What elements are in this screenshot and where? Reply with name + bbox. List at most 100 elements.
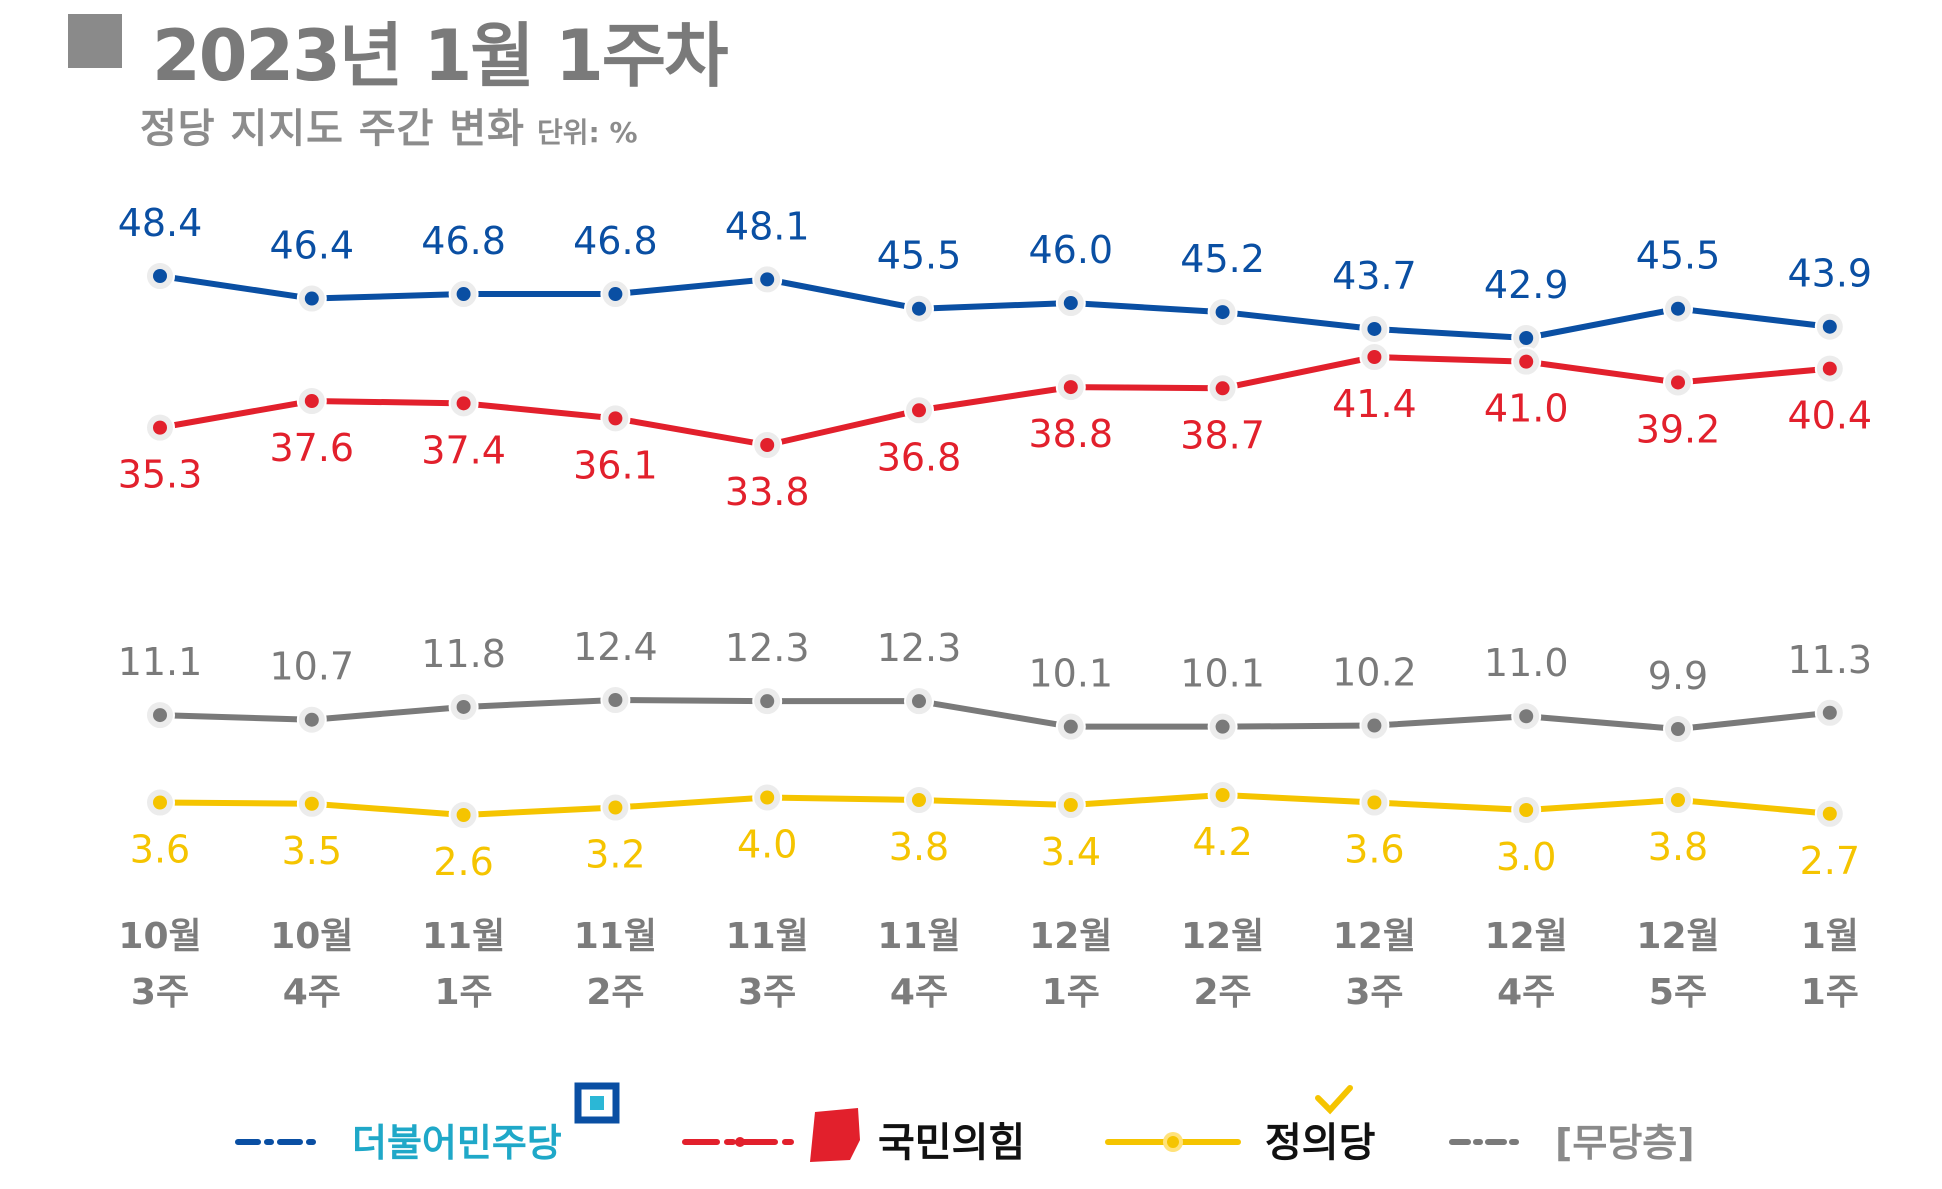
data-point: [1671, 722, 1685, 736]
ppp-logo-icon: [810, 1108, 860, 1162]
data-point: [1367, 795, 1382, 810]
title-bullet: [68, 14, 122, 68]
x-tick-label-week: 4주: [283, 972, 341, 1013]
data-point: [1822, 705, 1837, 720]
justice-check-icon: [1315, 1085, 1353, 1115]
data-label: 3.4: [1041, 830, 1101, 874]
data-label: 46.8: [573, 219, 658, 263]
series-ppp: 35.3 37.6 37.4 36.1 33.8 36.8 38.8 38.7 41.4 41.0…: [118, 342, 1872, 514]
data-point: [608, 287, 623, 302]
data-point: [1063, 798, 1078, 812]
data-point: [1671, 793, 1685, 807]
data-point: [912, 793, 926, 807]
data-label: 3.8: [1648, 825, 1708, 869]
x-tick-label-week: 2주: [586, 972, 644, 1013]
data-label: 46.8: [421, 219, 506, 263]
series-line-ppp: [157, 354, 1833, 448]
x-tick-label-week: 4주: [890, 972, 948, 1013]
data-label: 38.7: [1180, 413, 1265, 457]
x-tick-label-month: 12월: [1636, 916, 1719, 957]
data-label: 3.6: [1344, 828, 1404, 872]
data-label: 11.3: [1787, 638, 1872, 682]
x-tick-label-week: 1주: [1042, 972, 1100, 1013]
data-label: 4.0: [737, 823, 797, 867]
data-point: [608, 800, 623, 815]
data-point: [456, 808, 471, 822]
data-point: [456, 699, 471, 714]
data-label: 11.8: [421, 632, 506, 676]
series-line-justice: [157, 792, 1833, 818]
data-point: [153, 708, 167, 723]
data-point: [1367, 718, 1382, 733]
data-point: [456, 287, 471, 302]
data-point: [1519, 354, 1534, 369]
x-axis-labels: 10월 3주 10월 4주 11월 1주 11월 2주 11월 3주 11월 4주 12월 1주 12월 2주…: [118, 916, 1858, 1013]
x-tick-label-month: 11월: [726, 916, 809, 957]
data-point: [1367, 321, 1382, 336]
data-point: [304, 712, 319, 727]
data-label: 45.5: [877, 234, 962, 278]
data-label: 42.9: [1484, 263, 1569, 307]
democratic-logo-inner: [590, 1096, 604, 1110]
data-label: 33.8: [725, 470, 810, 514]
data-label: 10.2: [1332, 651, 1417, 695]
x-tick-label-week: 3주: [1345, 972, 1403, 1013]
x-tick-label-month: 12월: [1485, 916, 1568, 957]
data-label: 37.4: [421, 428, 506, 472]
data-label: 3.5: [282, 829, 342, 873]
data-label: 9.9: [1648, 654, 1708, 698]
x-tick-label-month: 10월: [118, 916, 201, 957]
x-tick-label-month: 11월: [574, 916, 657, 957]
data-point: [1367, 350, 1382, 364]
series-none: 11.1 10.7 11.8 12.4 12.3 12.3 10.1 10.1 10.2 11.0…: [118, 625, 1872, 744]
data-label: 12.4: [573, 625, 658, 669]
data-label: 46.4: [269, 224, 354, 268]
data-label: 11.0: [1484, 641, 1569, 685]
x-tick-label-week: 3주: [738, 972, 796, 1013]
data-point: [1671, 301, 1685, 316]
data-point: [760, 438, 775, 452]
series-democratic: 48.4 46.4 46.8 46.8 48.1 45.5 46.0 45.2 43.7 42.9…: [118, 201, 1872, 353]
x-tick-label-month: 12월: [1029, 916, 1112, 957]
x-tick-label-month: 11월: [422, 916, 505, 957]
x-tick-label-week: 5주: [1649, 972, 1707, 1013]
data-label: 3.8: [889, 825, 949, 869]
x-tick-label-week: 1주: [1801, 972, 1859, 1013]
data-label: 43.9: [1787, 252, 1872, 296]
data-label: 41.0: [1484, 387, 1569, 431]
data-label: 36.8: [877, 435, 962, 479]
data-point: [1215, 719, 1230, 734]
data-label: 10.1: [1180, 652, 1265, 696]
data-label: 12.3: [877, 626, 962, 670]
data-point: [912, 301, 926, 316]
data-label: 48.1: [725, 204, 810, 248]
data-point: [1822, 361, 1837, 376]
data-label: 46.0: [1028, 228, 1113, 272]
x-tick-label-week: 2주: [1194, 972, 1252, 1013]
data-label: 12.3: [725, 626, 810, 670]
data-label: 43.7: [1332, 254, 1417, 298]
data-point: [1822, 806, 1837, 821]
data-label: 40.4: [1787, 394, 1872, 438]
data-point: [1215, 788, 1230, 802]
legend-dot: [1167, 1136, 1179, 1148]
series-line-none: [157, 697, 1833, 732]
data-point: [760, 790, 775, 805]
data-point: [1671, 375, 1685, 390]
data-label: 4.2: [1192, 820, 1252, 864]
data-point: [1519, 709, 1534, 724]
x-tick-label-month: 12월: [1333, 916, 1416, 957]
legend-label-ppp: 국민의힘: [878, 1120, 1025, 1166]
data-point: [1215, 305, 1230, 320]
x-tick-label-week: 3주: [131, 972, 189, 1013]
data-label: 10.1: [1028, 652, 1113, 696]
data-point: [304, 796, 319, 811]
data-point: [1822, 319, 1837, 334]
data-point: [760, 272, 775, 287]
data-label: 3.0: [1496, 835, 1556, 879]
data-label: 41.4: [1332, 382, 1417, 426]
data-point: [1519, 803, 1534, 817]
data-label: 11.1: [118, 640, 203, 684]
page-title: 2023년 1월 1주차: [152, 15, 729, 97]
x-tick-label-month: 12월: [1181, 916, 1264, 957]
